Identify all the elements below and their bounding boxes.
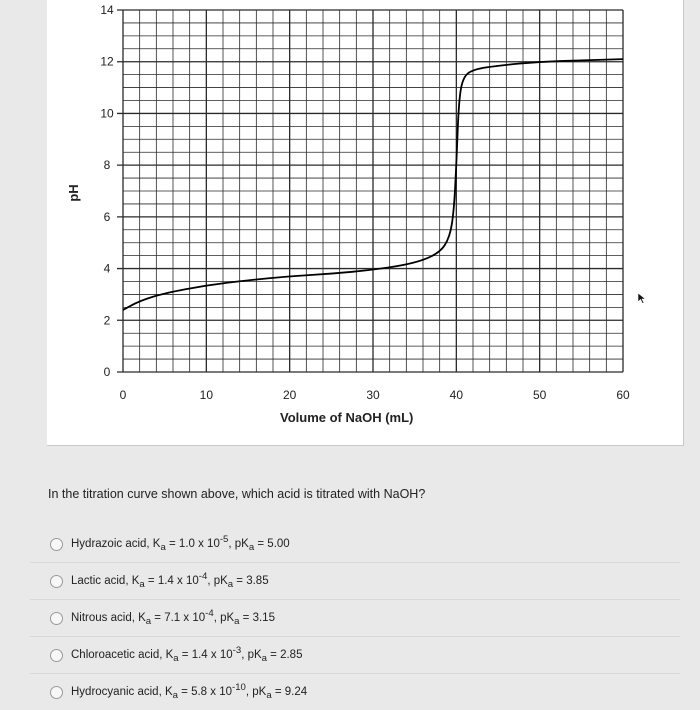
grid bbox=[117, 9, 624, 373]
titration-curve bbox=[122, 58, 624, 311]
y-tick-label: 4 bbox=[104, 262, 111, 276]
x-tick-label: 10 bbox=[200, 388, 214, 402]
option-hydrocyanic-acid[interactable]: Hydrocyanic acid, Ka = 5.8 x 10-10, pKa … bbox=[30, 673, 680, 710]
radio-button[interactable] bbox=[50, 648, 63, 662]
x-tick-label: 40 bbox=[450, 388, 464, 402]
curve-layer bbox=[122, 58, 624, 311]
option-lactic-acid[interactable]: Lactic acid, Ka = 1.4 x 10-4, pKa = 3.85 bbox=[30, 562, 680, 599]
x-tick-label: 20 bbox=[283, 388, 297, 402]
radio-button[interactable] bbox=[50, 574, 63, 588]
option-label: Hydrazoic acid, Ka = 1.0 x 10-5, pKa = 5… bbox=[71, 534, 290, 554]
x-tick-label: 60 bbox=[616, 388, 630, 402]
answer-options: Hydrazoic acid, Ka = 1.0 x 10-5, pKa = 5… bbox=[30, 526, 680, 710]
y-tick-label: 8 bbox=[104, 158, 111, 172]
y-tick-label: 2 bbox=[104, 313, 111, 327]
titration-chart: 0 2 4 6 8 10 12 14 0 10 20 30 40 50 60 pH bbox=[66, 3, 630, 402]
option-hydrazoic-acid[interactable]: Hydrazoic acid, Ka = 1.0 x 10-5, pKa = 5… bbox=[30, 526, 680, 562]
option-nitrous-acid[interactable]: Nitrous acid, Ka = 7.1 x 10-4, pKa = 3.1… bbox=[30, 599, 680, 636]
question-text: In the titration curve shown above, whic… bbox=[48, 487, 426, 501]
tick-labels: 0 2 4 6 8 10 12 14 0 10 20 30 40 50 60 bbox=[100, 3, 630, 402]
y-tick-label: 6 bbox=[104, 210, 111, 224]
radio-button[interactable] bbox=[50, 611, 63, 625]
option-label: Lactic acid, Ka = 1.4 x 10-4, pKa = 3.85 bbox=[71, 571, 269, 591]
y-tick-label: 10 bbox=[100, 106, 114, 120]
radio-button[interactable] bbox=[50, 685, 63, 699]
option-label: Nitrous acid, Ka = 7.1 x 10-4, pKa = 3.1… bbox=[71, 608, 275, 628]
y-tick-label: 14 bbox=[100, 3, 114, 17]
x-tick-label: 30 bbox=[366, 388, 380, 402]
option-label: Hydrocyanic acid, Ka = 5.8 x 10-10, pKa … bbox=[71, 682, 308, 702]
y-tick-label: 0 bbox=[104, 365, 111, 379]
y-tick-label: 12 bbox=[100, 55, 114, 69]
y-axis-title: pH bbox=[66, 184, 81, 201]
x-tick-label: 0 bbox=[120, 388, 127, 402]
mouse-cursor-icon bbox=[637, 292, 647, 304]
x-axis-title: Volume of NaOH (mL) bbox=[280, 410, 414, 425]
x-tick-label: 50 bbox=[533, 388, 547, 402]
option-label: Chloroacetic acid, Ka = 1.4 x 10-3, pKa … bbox=[71, 645, 303, 665]
chart-card: 0 2 4 6 8 10 12 14 0 10 20 30 40 50 60 pH Volume of Na… bbox=[47, 0, 684, 446]
radio-button[interactable] bbox=[50, 537, 63, 551]
option-chloroacetic-acid[interactable]: Chloroacetic acid, Ka = 1.4 x 10-3, pKa … bbox=[30, 636, 680, 673]
